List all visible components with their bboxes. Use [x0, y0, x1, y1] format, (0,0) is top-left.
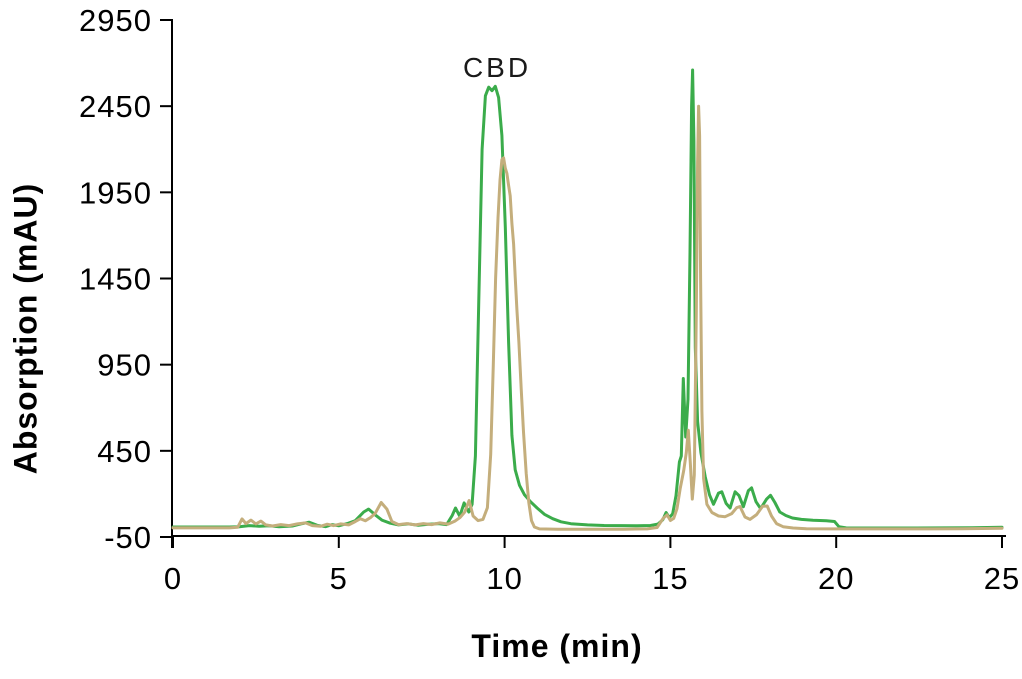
green-trace-line: [171, 68, 1004, 530]
tan-trace-line: [171, 104, 1004, 531]
x-tick-label: 15: [652, 561, 688, 596]
x-tick-label: 0: [164, 561, 182, 596]
y-tick-label: 450: [97, 434, 152, 469]
x-tick-label: 10: [486, 561, 522, 596]
y-tick-label: 1450: [79, 262, 152, 297]
cbd-peak-annotation: CBD: [462, 52, 532, 83]
y-tick-label: 950: [97, 348, 152, 383]
x-tick-label: 25: [984, 561, 1020, 596]
y-tick-label: 2950: [79, 3, 152, 38]
x-tick-label: 5: [330, 561, 348, 596]
y-axis-title: Absorption (mAU): [7, 182, 44, 475]
y-tick-label: 1950: [79, 175, 152, 210]
x-tick-label: 20: [818, 561, 854, 596]
x-axis-title: Time (min): [471, 628, 643, 664]
y-tick-label: -50: [104, 520, 152, 555]
y-tick-label: 2450: [79, 89, 152, 124]
